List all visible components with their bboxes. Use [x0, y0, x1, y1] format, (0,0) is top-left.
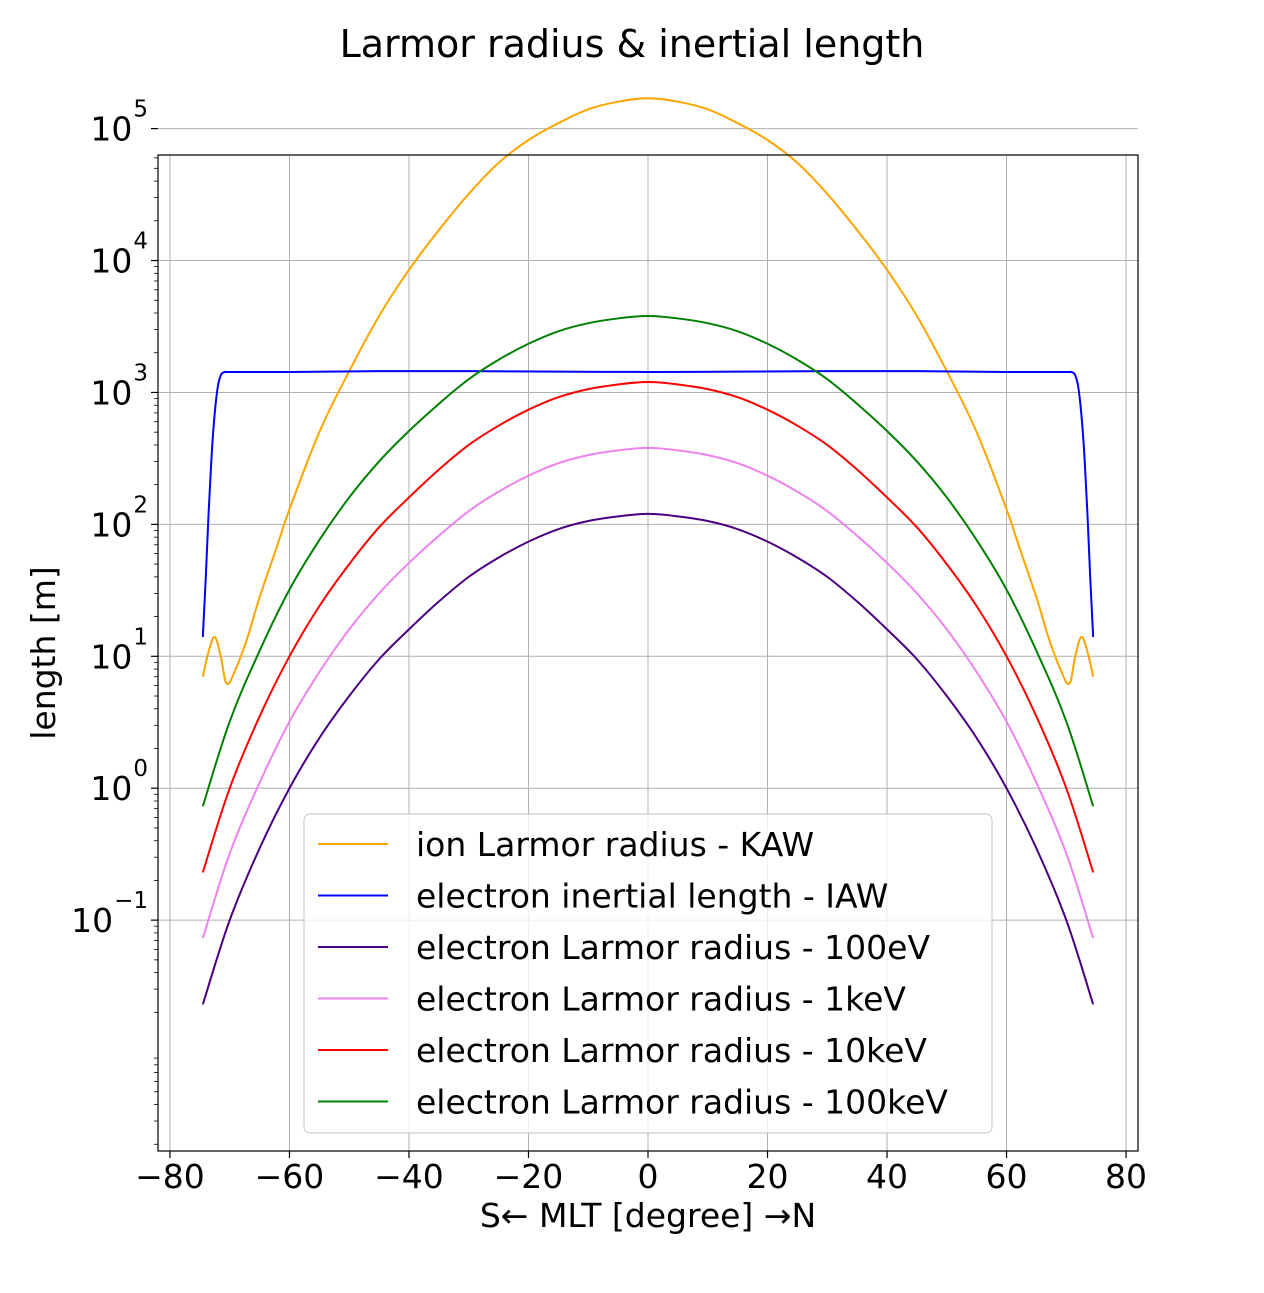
y-tick-exponent: −1 [114, 888, 148, 914]
y-tick-base: 10 [90, 110, 132, 149]
y-tick-exponent: 0 [133, 756, 148, 782]
y-tick-label: −110 [71, 888, 148, 940]
y-tick-base: 10 [90, 242, 132, 281]
x-tick-label: 40 [866, 1157, 908, 1196]
y-tick-label: 310 [90, 360, 148, 412]
series-line-0 [201, 97, 1095, 686]
y-tick-base: 10 [71, 901, 113, 940]
legend-box [303, 813, 993, 1134]
x-tick-label: 0 [638, 1157, 659, 1196]
y-tick-exponent: 1 [133, 624, 148, 650]
x-axis: −80 −60 −40 −20 0 20 40 60 80 [135, 1151, 1147, 1196]
x-tick-label: −40 [374, 1157, 444, 1196]
y-tick-exponent: 2 [133, 492, 148, 518]
legend-label: electron Larmor radius - 100eV [416, 928, 930, 967]
y-axis-label: length [m] [24, 566, 63, 740]
series-lines [201, 97, 1095, 1005]
legend-label: electron Larmor radius - 1keV [416, 980, 906, 1019]
y-tick-label: 210 [90, 492, 148, 544]
y-tick-exponent: 3 [133, 360, 148, 386]
y-tick-base: 10 [90, 637, 132, 676]
legend: ion Larmor radius - KAW electron inertial… [303, 813, 993, 1134]
y-tick-label: 510 [90, 97, 148, 149]
y-tick-label: 410 [90, 229, 148, 281]
series-line-1 [201, 370, 1095, 638]
x-tick-label: −80 [135, 1157, 205, 1196]
y-tick-exponent: 5 [133, 97, 148, 123]
series-line-4 [201, 381, 1095, 873]
y-tick-label: 010 [90, 756, 148, 808]
y-tick-label: 110 [90, 624, 148, 676]
y-tick-base: 10 [90, 769, 132, 808]
y-tick-exponent: 4 [133, 229, 148, 255]
legend-label: ion Larmor radius - KAW [416, 825, 814, 864]
x-tick-label: −60 [255, 1157, 325, 1196]
legend-label: electron Larmor radius - 10keV [416, 1031, 927, 1070]
legend-label: electron Larmor radius - 100keV [416, 1083, 948, 1122]
series-line-5 [201, 314, 1095, 807]
x-tick-label: 60 [986, 1157, 1028, 1196]
legend-label: electron inertial length - IAW [416, 877, 888, 916]
y-tick-base: 10 [90, 373, 132, 412]
x-tick-label: 80 [1105, 1157, 1147, 1196]
y-tick-base: 10 [90, 505, 132, 544]
series-line-2 [201, 512, 1095, 1005]
chart-title: Larmor radius & inertial length [340, 22, 925, 66]
x-tick-label: −20 [494, 1157, 564, 1196]
x-tick-label: 20 [747, 1157, 789, 1196]
series-line-3 [201, 446, 1095, 939]
x-axis-label: S← MLT [degree] →N [480, 1196, 816, 1235]
